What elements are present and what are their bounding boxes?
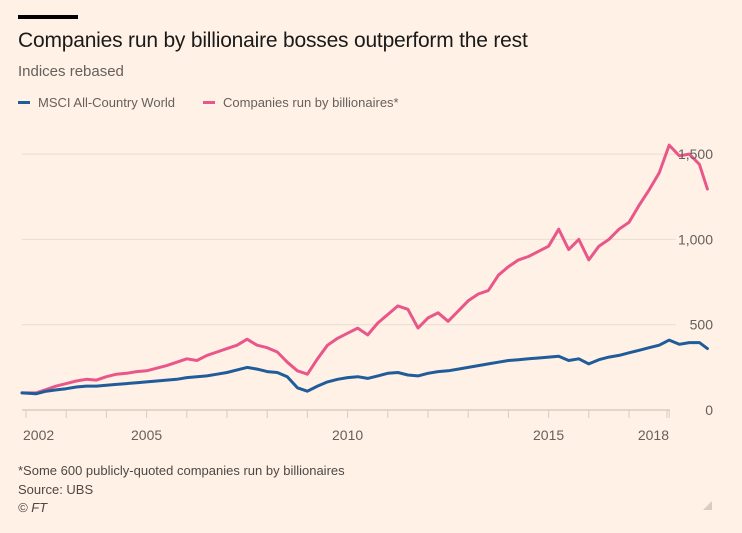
legend-item-billionaires: Companies run by billionaires*	[203, 95, 399, 110]
series-line-billionaires	[20, 143, 709, 395]
y-tick-label: 1,500	[678, 146, 713, 162]
x-tick-label: 2010	[332, 427, 363, 443]
x-tick-label: 2002	[23, 427, 54, 443]
title-accent-bar	[18, 15, 78, 19]
legend: MSCI All-Country World Companies run by …	[18, 95, 427, 110]
chart-title: Companies run by billionaire bosses outp…	[18, 29, 528, 52]
y-tick-label: 0	[705, 402, 713, 418]
footnote: *Some 600 publicly-quoted companies run …	[18, 463, 345, 478]
x-tick-label: 2018	[638, 427, 669, 443]
y-tick-label: 1,000	[678, 231, 713, 247]
series-line-msci	[20, 338, 709, 396]
legend-swatch-billionaires	[203, 101, 216, 104]
y-tick-label: 500	[690, 317, 714, 333]
copyright: © FT	[18, 500, 48, 515]
legend-label-msci: MSCI All-Country World	[38, 95, 176, 110]
resize-handle-icon[interactable]	[703, 501, 712, 510]
legend-label-billionaires: Companies run by billionaires*	[223, 95, 399, 110]
legend-swatch-msci	[18, 101, 30, 104]
chart-subtitle: Indices rebased	[18, 63, 124, 80]
x-tick-label: 2005	[131, 427, 162, 443]
legend-item-msci: MSCI All-Country World	[18, 95, 175, 110]
source-note: Source: UBS	[18, 482, 94, 497]
x-tick-label: 2015	[533, 427, 564, 443]
